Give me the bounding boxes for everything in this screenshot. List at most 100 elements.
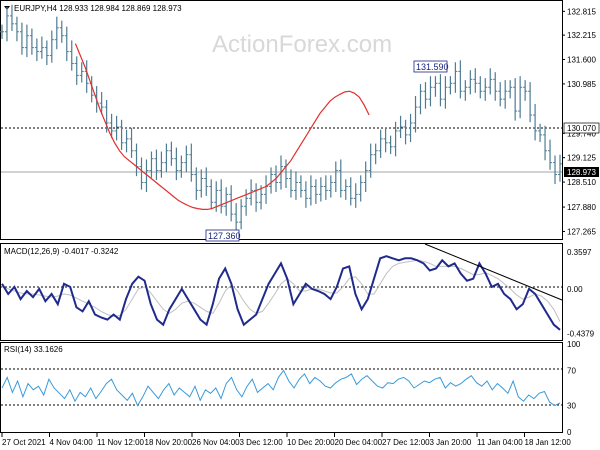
- price-bar: [538, 123, 543, 143]
- price-bar: [139, 157, 144, 190]
- price-bar: [99, 92, 104, 115]
- price-bar: [293, 171, 298, 200]
- price-bar: [54, 16, 59, 50]
- price-bar: [69, 40, 74, 71]
- price-bar: [174, 147, 179, 181]
- price-bar: [343, 179, 348, 200]
- macd-axis: 0.3597 0.00 -0.4379: [567, 248, 595, 338]
- price-tick-label: 131.600: [567, 56, 596, 65]
- price-bar: [74, 56, 79, 85]
- price-bar: [323, 175, 328, 200]
- price-tick-label: 132.215: [567, 31, 596, 40]
- price-bar: [313, 179, 318, 204]
- svg-text:127.360: 127.360: [208, 231, 241, 241]
- price-bar: [144, 159, 149, 192]
- price-bar: [548, 139, 553, 170]
- price-tick-label: 130.985: [567, 80, 596, 89]
- price-bar: [149, 151, 154, 178]
- price-bar: [503, 80, 508, 109]
- price-bar: [14, 16, 19, 42]
- price-pane-title: EURJPY,H4 128.933 128.984 128.869 128.97…: [14, 4, 182, 13]
- price-bar: [378, 129, 383, 158]
- price-bar: [34, 38, 39, 62]
- price-bar: [383, 127, 388, 153]
- price-bar: [463, 80, 468, 101]
- price-bar: [204, 167, 209, 196]
- price-bar: [19, 22, 24, 55]
- price-bar: [269, 167, 274, 194]
- price-bar: [264, 175, 269, 204]
- macd-trendline: [424, 243, 563, 301]
- time-tick-label: 26 Nov 04:00: [192, 438, 240, 447]
- time-tick-label: 27 Dec 12:00: [382, 438, 430, 447]
- time-tick-label: 11 Jan 04:00: [477, 438, 523, 447]
- price-bar: [368, 143, 373, 178]
- signal-line: [1, 259, 561, 322]
- price-bar: [199, 169, 204, 198]
- macd-pane-title: MACD(12,26,9) -0.4017 -0.3242: [4, 247, 119, 256]
- price-bar: [423, 82, 428, 109]
- pane-frames: [0, 0, 563, 433]
- time-tick-label: 18 Nov 20:00: [145, 438, 193, 447]
- price-bar: [124, 129, 129, 153]
- price-bar: [418, 84, 423, 115]
- price-bar: [558, 154, 562, 182]
- time-tick-label: 20 Dec 04:00: [335, 438, 383, 447]
- price-bar: [129, 127, 134, 158]
- price-bar: [553, 155, 558, 185]
- price-bar: [493, 72, 498, 101]
- price-bar: [388, 135, 393, 154]
- price-annotation: 131.590: [413, 60, 449, 73]
- time-tick-label: 3 Dec 12:00: [240, 438, 284, 447]
- price-bar: [244, 189, 249, 216]
- price-bar: [468, 70, 473, 95]
- price-bar: [448, 76, 453, 95]
- price-bar: [59, 20, 64, 43]
- price-bar: [114, 115, 119, 141]
- price-bar: [518, 76, 523, 119]
- price-bar: [9, 4, 14, 31]
- price-bar: [184, 145, 189, 173]
- price-annotation: 127.360: [205, 229, 241, 242]
- price-bar: [498, 82, 503, 107]
- price-bar: [109, 113, 114, 139]
- price-bar: [488, 68, 493, 95]
- rsi-tick-label: 30: [567, 402, 576, 411]
- price-tick-label: 129.740: [567, 129, 596, 138]
- price-bar: [104, 99, 109, 133]
- price-bar: [473, 68, 478, 93]
- price-bar: [234, 203, 239, 232]
- price-bar: [259, 185, 264, 210]
- reference-level-box: 130.070: [563, 122, 600, 134]
- price-bar: [194, 167, 199, 200]
- price-bar: [483, 78, 488, 101]
- watermark: ActionForex.com: [212, 31, 392, 58]
- price-bar: [154, 149, 159, 181]
- price-bar: [169, 141, 174, 166]
- price-bar: [528, 82, 533, 123]
- price-bar: [209, 179, 214, 210]
- price-bar: [393, 121, 398, 157]
- time-axis: 27 Oct 2021 4 Nov 04:00 11 Nov 12:00 18 Nov…: [1, 433, 571, 447]
- rsi-tick-label: 0: [567, 428, 572, 437]
- price-tick-label: 128.510: [567, 178, 596, 187]
- price-bar: [348, 177, 353, 206]
- price-bar: [254, 183, 259, 212]
- price-bar: [283, 159, 288, 189]
- price-bar: [44, 40, 49, 66]
- price-bar: [358, 175, 363, 202]
- price-bar: [219, 179, 224, 214]
- price-tick-label: 127.880: [567, 203, 596, 212]
- price-bar: [478, 76, 483, 99]
- price-bar: [523, 80, 528, 101]
- price-bar: [333, 161, 338, 192]
- macd-tick-label: -0.4379: [567, 330, 595, 339]
- price-bar: [413, 96, 418, 133]
- price-bar: [338, 159, 343, 198]
- price-bar: [239, 199, 244, 230]
- price-bar: [408, 113, 413, 143]
- price-bar: [179, 155, 184, 178]
- svg-text:130.070: 130.070: [567, 124, 596, 133]
- price-bar: [134, 143, 139, 177]
- price-bar: [0, 24, 4, 39]
